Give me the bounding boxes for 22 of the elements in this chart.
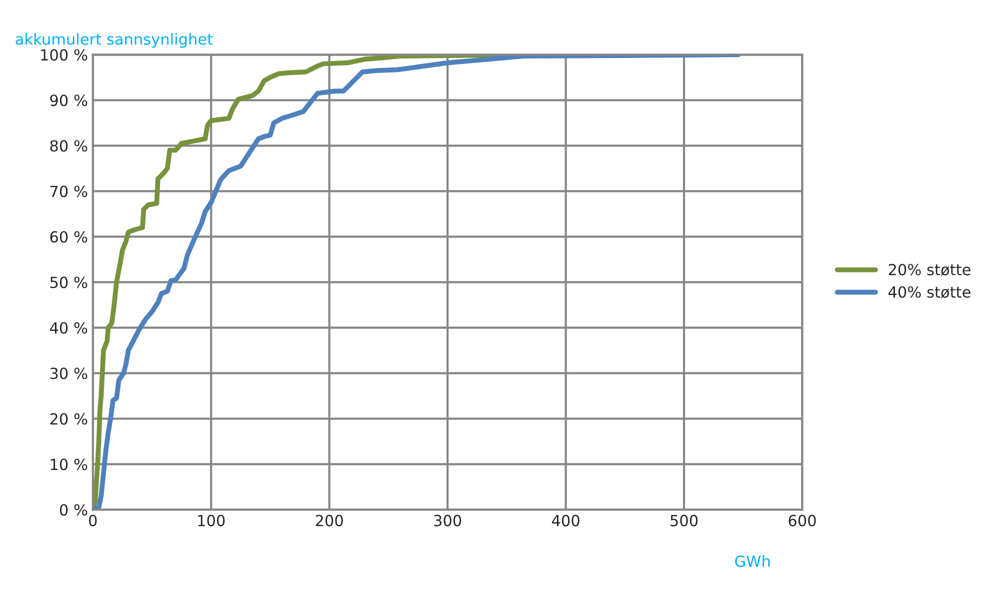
x-tick-label: 500 bbox=[670, 514, 698, 526]
y-tick-label: 30 % bbox=[50, 368, 88, 380]
x-tick-label: 100 bbox=[198, 514, 225, 526]
y-tick-label: 20 % bbox=[50, 413, 88, 425]
x-axis-title: GWh bbox=[735, 555, 770, 567]
y-tick-label: 40 % bbox=[50, 322, 88, 334]
x-tick-label: 0 bbox=[89, 514, 97, 526]
x-tick-label: 300 bbox=[434, 514, 462, 526]
y-tick-label: 100 % bbox=[41, 49, 88, 61]
y-tick-label: 90 % bbox=[50, 94, 88, 106]
x-tick-label: 200 bbox=[316, 514, 343, 526]
y-tick-label: 10 % bbox=[50, 458, 88, 470]
legend-label: 20% støtte bbox=[888, 264, 970, 276]
y-tick-label: 50 % bbox=[50, 276, 88, 288]
y-axis-title: akkumulert sannsynlighet bbox=[16, 33, 213, 48]
x-tick-label: 400 bbox=[552, 514, 580, 526]
y-tick-label: 80 % bbox=[50, 140, 88, 152]
legend-label: 40% støtte bbox=[888, 286, 970, 298]
x-tick-label: 600 bbox=[788, 514, 816, 526]
y-tick-label: 60 % bbox=[50, 231, 88, 243]
y-tick-label: 70 % bbox=[50, 186, 88, 198]
y-tick-label: 0 % bbox=[60, 504, 88, 516]
